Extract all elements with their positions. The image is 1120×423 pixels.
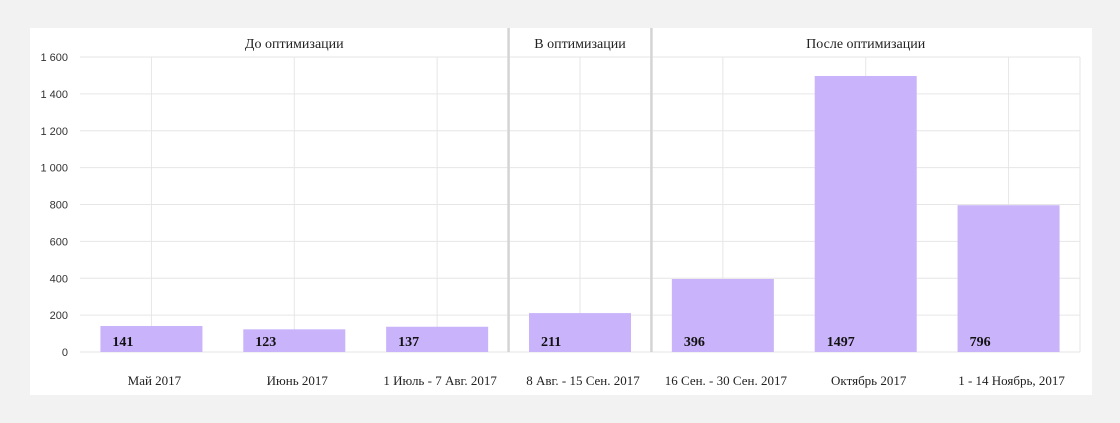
data-label: 123 — [255, 335, 276, 350]
group-title: После оптимизации — [806, 37, 926, 52]
x-tick-label: 1 Июль - 7 Авг. 2017 — [383, 373, 497, 388]
y-tick-label: 1 000 — [40, 163, 68, 175]
bar — [243, 329, 346, 352]
x-tick-label: Октябрь 2017 — [831, 373, 907, 388]
y-tick-label: 0 — [62, 347, 68, 359]
data-label: 141 — [112, 335, 133, 350]
y-tick-label: 200 — [50, 310, 68, 322]
bar — [100, 326, 203, 352]
data-label: 211 — [541, 335, 561, 350]
y-tick-label: 1 400 — [40, 89, 68, 101]
x-tick-label: 8 Авг. - 15 Сен. 2017 — [526, 373, 640, 388]
y-tick-label: 600 — [50, 236, 68, 248]
y-tick-label: 1 600 — [40, 52, 68, 64]
bar — [529, 313, 631, 352]
group-title: В оптимизации — [534, 37, 626, 52]
data-label: 137 — [398, 335, 419, 350]
chart-card: 0 200 400 600 800 1 000 1 200 1 400 1 600 141 Май … — [30, 28, 1092, 395]
y-tick-label: 800 — [50, 200, 68, 212]
bar-chart: 0 200 400 600 800 1 000 1 200 1 400 1 600 141 Май … — [40, 28, 1081, 388]
data-label: 396 — [684, 335, 705, 350]
x-tick-label: 16 Сен. - 30 Сен. 2017 — [665, 373, 788, 388]
x-tick-label: 1 - 14 Ноябрь, 2017 — [958, 373, 1065, 388]
x-tick-label: Июнь 2017 — [267, 373, 329, 388]
data-label: 796 — [970, 335, 991, 350]
y-tick-label: 400 — [50, 273, 68, 285]
x-tick-label: Май 2017 — [128, 373, 182, 388]
bar — [957, 205, 1060, 352]
group-title: До оптимизации — [245, 37, 344, 52]
y-tick-label: 1 200 — [40, 126, 68, 138]
bar — [671, 278, 774, 352]
data-label: 1497 — [827, 335, 855, 350]
bar — [386, 326, 489, 352]
bar — [814, 75, 917, 352]
